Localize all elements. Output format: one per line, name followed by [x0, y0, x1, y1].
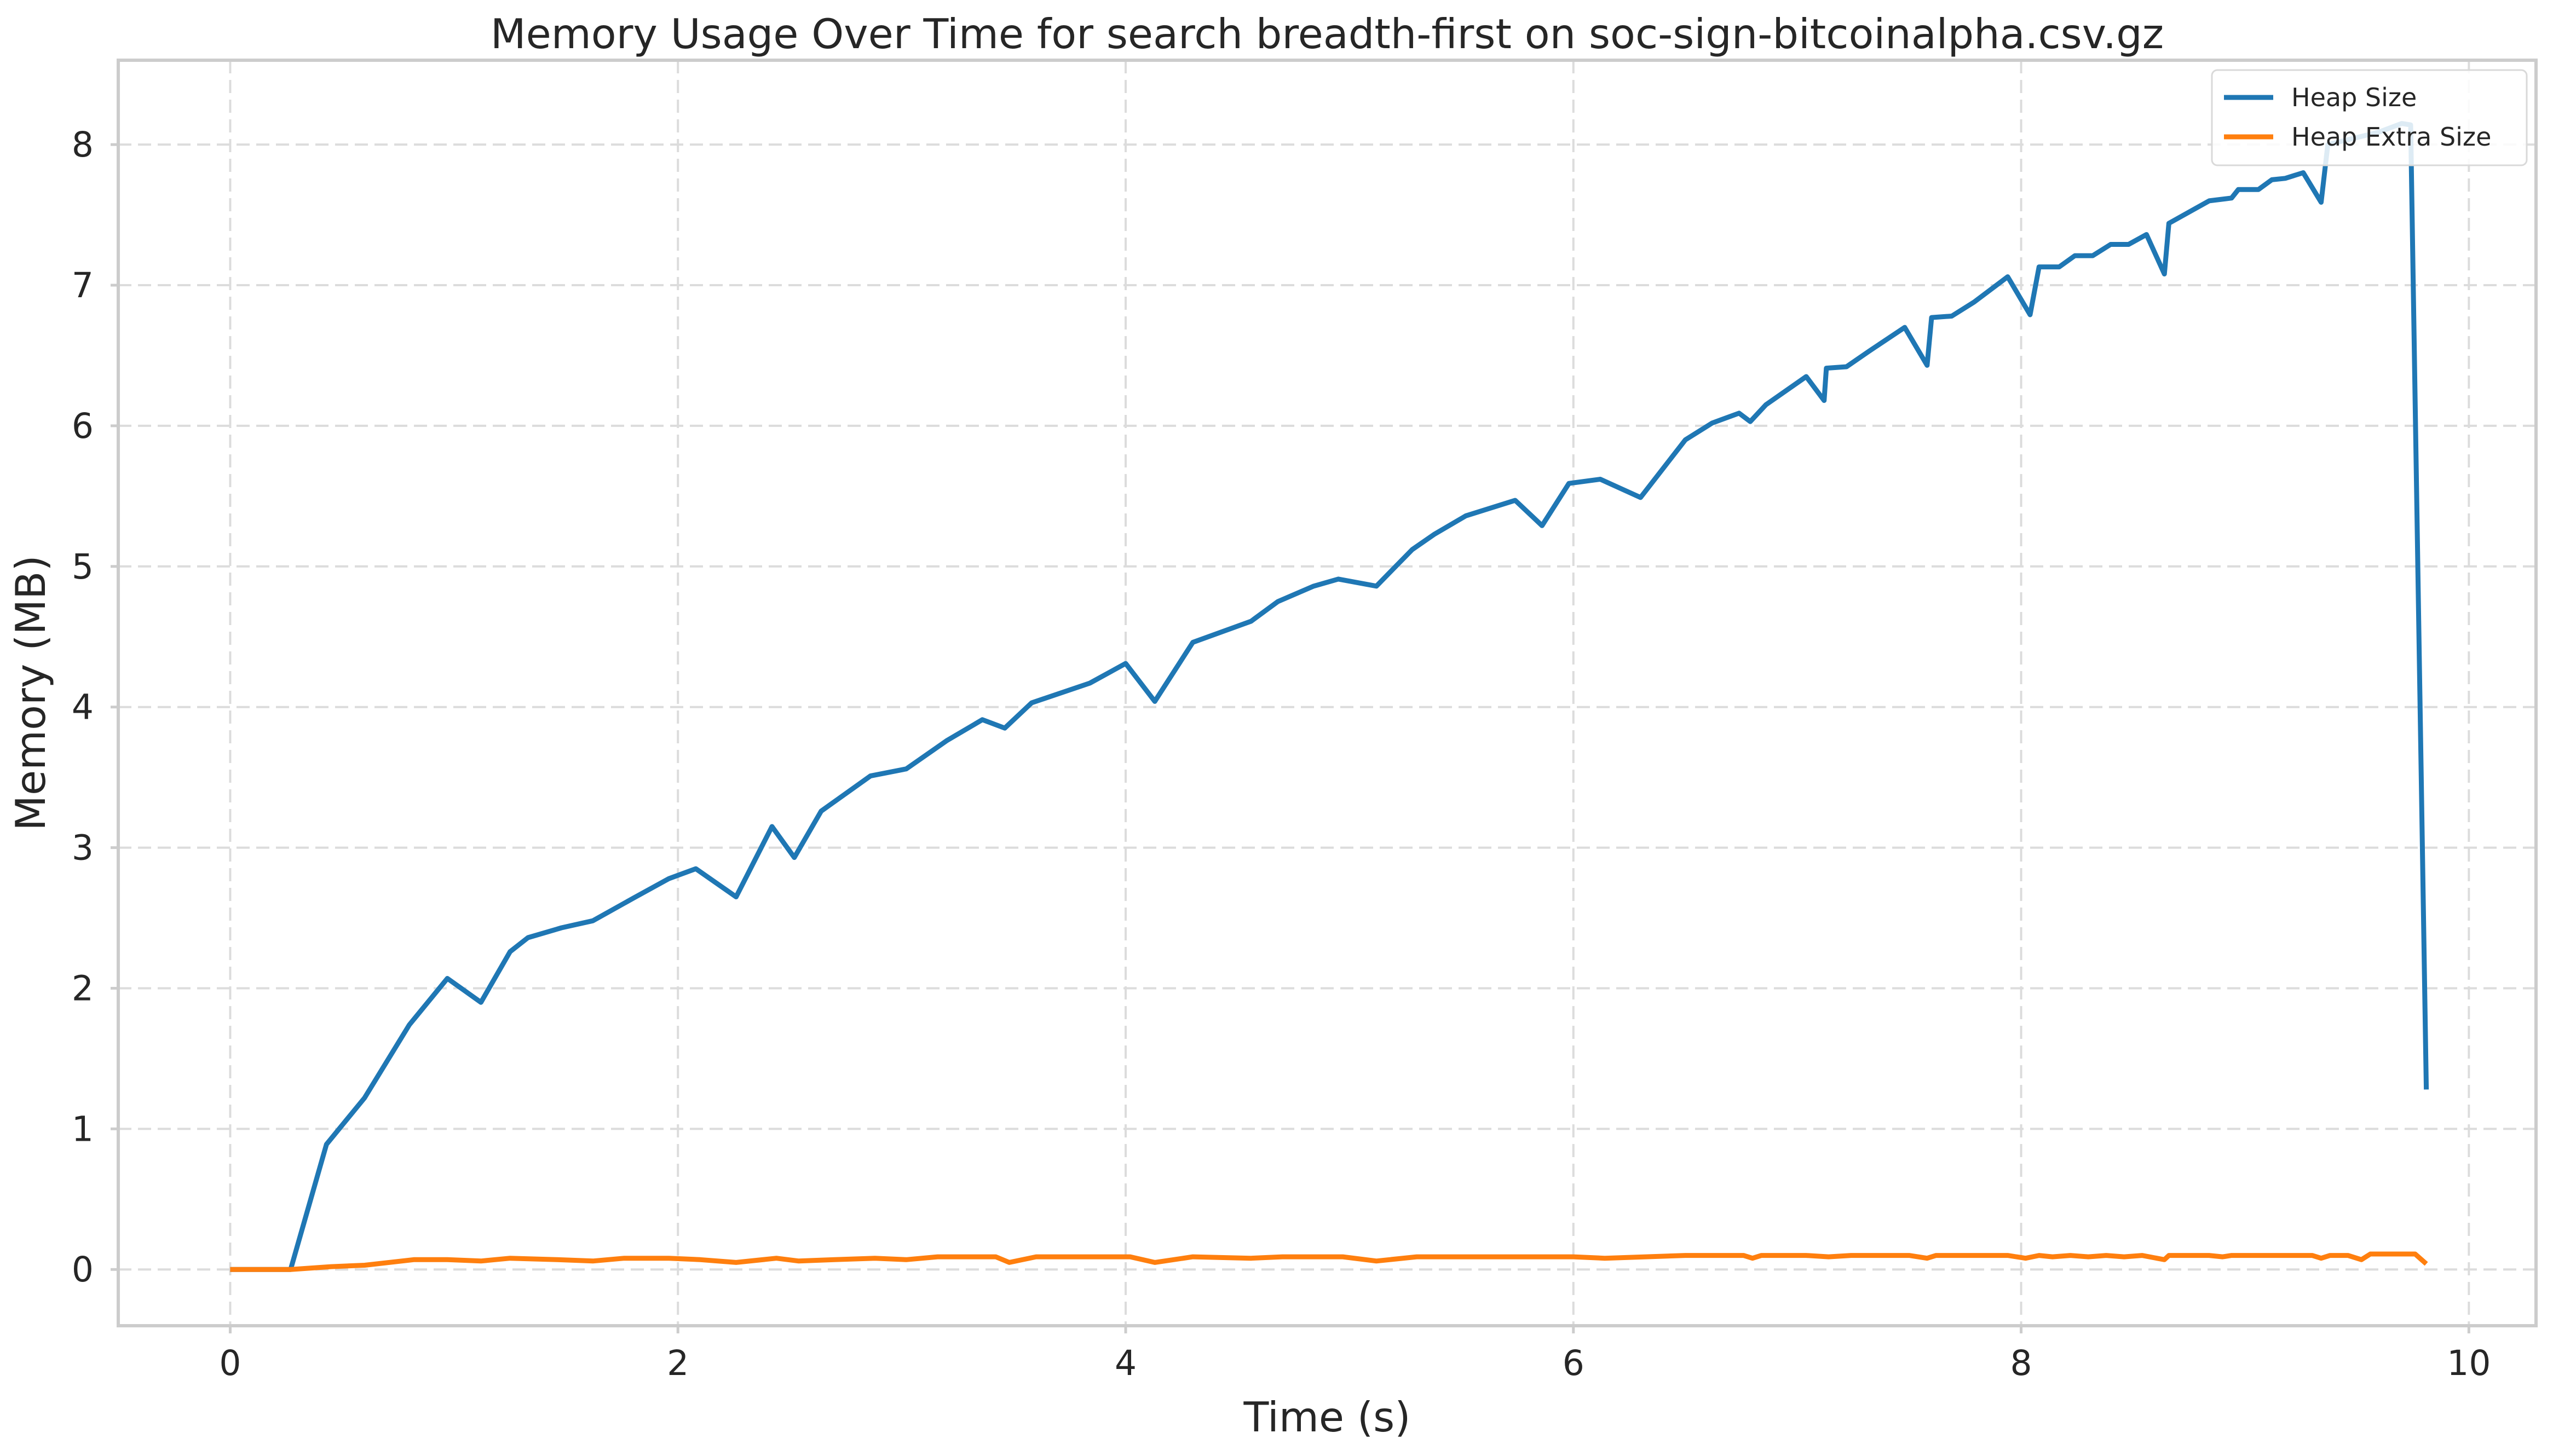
x-tick-label: 4 [1115, 1343, 1137, 1383]
legend: Heap Size Heap Extra Size [2211, 69, 2528, 166]
y-tick-label: 0 [72, 1250, 94, 1290]
grid [118, 60, 2536, 1326]
y-tick-label: 6 [72, 406, 94, 446]
legend-label: Heap Extra Size [2291, 122, 2491, 152]
x-axis-label: Time (s) [1243, 1393, 1411, 1441]
axis-ticks: 0 2 4 6 8 10 0 1 2 3 4 5 6 7 8 [72, 125, 2491, 1383]
y-tick-label: 7 [72, 265, 94, 305]
legend-label: Heap Size [2291, 83, 2417, 112]
plot-frame [117, 59, 2538, 1327]
y-tick-label: 8 [72, 125, 94, 165]
series-lines [230, 121, 2429, 1272]
y-axis-label: Memory (MB) [7, 555, 55, 831]
chart-title: Memory Usage Over Time for search breadt… [491, 10, 2164, 58]
y-tick-label: 4 [72, 687, 94, 727]
y-tick-label: 5 [72, 547, 94, 587]
series-line-2 [230, 1251, 2428, 1272]
legend-box [2211, 69, 2528, 166]
y-tick-label: 3 [72, 828, 94, 868]
x-tick-label: 0 [219, 1343, 241, 1383]
y-tick-label: 2 [72, 968, 94, 1008]
x-tick-label: 8 [2010, 1343, 2032, 1383]
x-tick-label: 10 [2447, 1343, 2491, 1383]
series-line-1 [230, 121, 2429, 1272]
x-tick-label: 2 [667, 1343, 689, 1383]
y-tick-label: 1 [72, 1109, 94, 1149]
x-tick-label: 6 [1563, 1343, 1584, 1383]
